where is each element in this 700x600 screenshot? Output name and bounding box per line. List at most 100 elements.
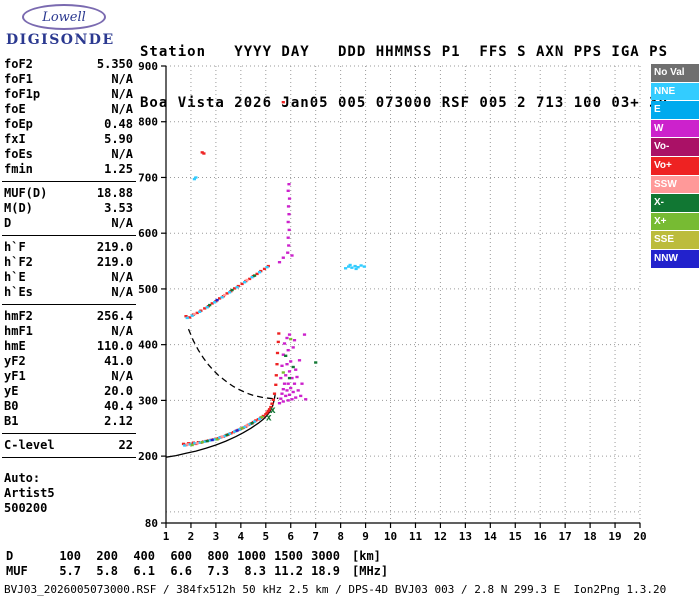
param-label: foF1p xyxy=(4,87,41,101)
param-row: C-level 22 xyxy=(2,438,136,453)
svg-text:1: 1 xyxy=(163,530,170,543)
table-cell: 18.9 xyxy=(311,564,340,578)
param-row: fmin 1.25 xyxy=(2,162,136,177)
param-group: C-level 22 xyxy=(2,438,136,453)
param-label: h`F2 xyxy=(4,255,33,269)
svg-text:19: 19 xyxy=(608,530,621,543)
svg-text:18: 18 xyxy=(583,530,596,543)
svg-text:17: 17 xyxy=(559,530,572,543)
param-separator xyxy=(2,235,136,236)
param-group: hmF2 256.4 hmF1 N/A hmE 110.0 yF2 41.0 yF1 N/A yE 2… xyxy=(2,309,136,429)
param-value: 0.48 xyxy=(104,117,133,131)
svg-text:200: 200 xyxy=(138,450,158,463)
svg-text:3: 3 xyxy=(213,530,220,543)
svg-text:700: 700 xyxy=(138,171,158,184)
svg-text:80: 80 xyxy=(145,517,158,530)
param-label: hmE xyxy=(4,339,26,353)
param-row: D N/A xyxy=(2,216,136,231)
param-separator xyxy=(2,433,136,434)
param-label: fxI xyxy=(4,132,26,146)
svg-text:300: 300 xyxy=(138,394,158,407)
param-value: N/A xyxy=(111,147,133,161)
svg-text:800: 800 xyxy=(138,116,158,129)
param-label: C-level xyxy=(4,438,55,452)
param-row: yF2 41.0 xyxy=(2,354,136,369)
param-row: h`F2 219.0 xyxy=(2,255,136,270)
param-label: B0 xyxy=(4,399,19,413)
table-cell: 8.3 xyxy=(244,564,266,578)
param-row: foEp 0.48 xyxy=(2,117,136,132)
svg-text:4: 4 xyxy=(238,530,245,543)
param-label: foF1 xyxy=(4,72,33,86)
param-row: foF2 5.350 xyxy=(2,57,136,72)
table-cell: 600 xyxy=(170,549,192,563)
param-label: yF2 xyxy=(4,354,26,368)
param-value: N/A xyxy=(111,270,133,284)
logo-product-text: DIGISONDE xyxy=(6,32,115,48)
row-label: MUF xyxy=(6,564,28,578)
legend-item-sse: SSE xyxy=(651,231,699,249)
param-row: MUF(D) 18.88 xyxy=(2,186,136,201)
svg-text:20: 20 xyxy=(633,530,646,543)
svg-text:8: 8 xyxy=(337,530,344,543)
param-value: 2.12 xyxy=(104,414,133,428)
legend-item-vo-: Vo- xyxy=(651,138,699,156)
legend-item-ssw: SSW xyxy=(651,175,699,194)
param-row: fxI 5.90 xyxy=(2,132,136,147)
legend-item-no-val: No Val xyxy=(651,64,699,82)
d-row: D 100 200 400 600 800 1000 1500 3000 [km] xyxy=(6,549,388,564)
param-row: hmE 110.0 xyxy=(2,339,136,354)
param-value: N/A xyxy=(111,285,133,299)
param-value: 20.0 xyxy=(104,384,133,398)
table-cell: 800 xyxy=(207,549,229,563)
direction-legend: No Val NNE E W Vo- Vo+ SSW X- X+ SSE NNW xyxy=(651,64,699,269)
param-row: Artist5 xyxy=(2,486,136,501)
parameter-panel: foF2 5.350 foF1 N/A foF1p N/A foE N/A foEp 0.48 fx… xyxy=(2,57,136,516)
legend-item-w: W xyxy=(651,119,699,138)
param-row: B0 40.4 xyxy=(2,399,136,414)
param-value: N/A xyxy=(111,102,133,116)
unit-label: [MHz] xyxy=(352,564,389,578)
param-value: N/A xyxy=(111,87,133,101)
svg-text:x: x xyxy=(266,413,272,424)
table-cell: 6.1 xyxy=(133,564,155,578)
table-cell: 5.8 xyxy=(96,564,118,578)
svg-text:x: x xyxy=(270,405,276,416)
param-label: yF1 xyxy=(4,369,26,383)
param-row: foE N/A xyxy=(2,102,136,117)
svg-text:7: 7 xyxy=(312,530,319,543)
table-cell: 200 xyxy=(96,549,118,563)
param-row: Auto: xyxy=(2,471,136,486)
param-value: 219.0 xyxy=(96,240,133,254)
param-label: h`E xyxy=(4,270,26,284)
param-label: foE xyxy=(4,102,26,116)
param-row: yE 20.0 xyxy=(2,384,136,399)
svg-text:16: 16 xyxy=(534,530,548,543)
param-row: foF1p N/A xyxy=(2,87,136,102)
svg-text:15: 15 xyxy=(509,530,522,543)
legend-item-nne: NNE xyxy=(651,82,699,101)
param-label: yE xyxy=(4,384,19,398)
table-cell: 7.3 xyxy=(207,564,229,578)
svg-text:11: 11 xyxy=(409,530,423,543)
param-label: Auto: xyxy=(4,471,41,485)
param-group: foF2 5.350 foF1 N/A foF1p N/A foE N/A foEp 0.48 fx… xyxy=(2,57,136,177)
param-value: 41.0 xyxy=(104,354,133,368)
param-label: foF2 xyxy=(4,57,33,71)
svg-text:14: 14 xyxy=(484,530,498,543)
param-label: D xyxy=(4,216,12,230)
svg-text:12: 12 xyxy=(434,530,447,543)
table-cell: 100 xyxy=(59,549,81,563)
muf-distance-table: D 100 200 400 600 800 1000 1500 3000 [km] MUF 5.7 5.… xyxy=(6,549,388,579)
param-row: hmF2 256.4 xyxy=(2,309,136,324)
muf-row: MUF 5.7 5.8 6.1 6.6 7.3 8.3 11.2 18.9 [MHz] xyxy=(6,564,388,579)
table-cell: 6.6 xyxy=(170,564,192,578)
param-label: foEs xyxy=(4,147,33,161)
param-label: h`Es xyxy=(4,285,33,299)
param-value: N/A xyxy=(111,369,133,383)
param-value: 3.53 xyxy=(104,201,133,215)
legend-item-x-: X- xyxy=(651,194,699,212)
lowell-logo-oval: Lowell xyxy=(22,4,106,30)
table-cell: 400 xyxy=(133,549,155,563)
